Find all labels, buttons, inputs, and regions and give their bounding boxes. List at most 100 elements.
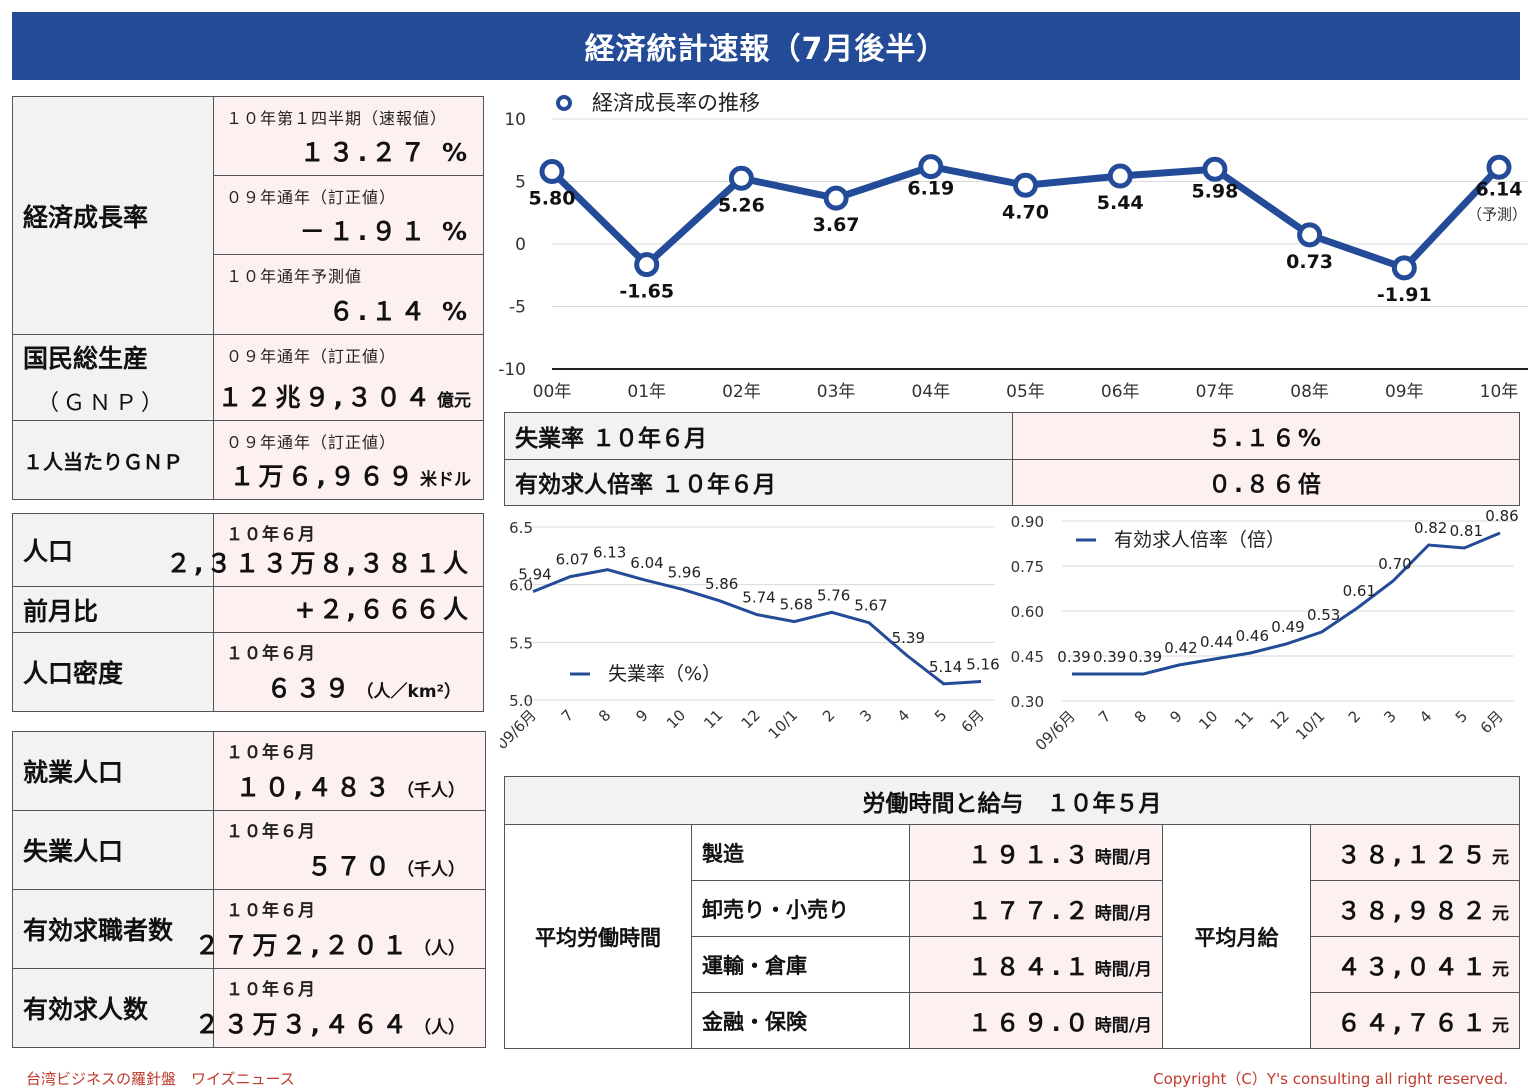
unemployed-cell: １０年６月 ５７０ （千人）: [213, 810, 486, 890]
labor-market-table: 失業率 １０年６月 ５.１６% 有効求人倍率 １０年６月 ０.８６倍: [504, 412, 1520, 506]
growth-data-point: [1486, 154, 1512, 180]
population-cell: １０年６月 ２,３１３万８,３８１人: [166, 513, 484, 587]
gdp-table: 経済成長率 １０年第１四半期（速報値） １３.２７ % ０９年通年（訂正値） －…: [12, 96, 484, 500]
legend-label: 有効求人倍率（倍）: [1114, 529, 1285, 551]
growth-data-point: [1202, 156, 1228, 182]
pay-value: ３８,１２５ 元: [1310, 824, 1520, 881]
gnp-per-label: １人当たりＧＮＰ: [12, 420, 214, 500]
data-label: 5.16: [966, 656, 999, 674]
hours-value: １８４.１ 時間/月: [909, 936, 1163, 993]
population-sub: １０年６月: [226, 525, 316, 545]
x-tick-label: 09/6月: [1032, 707, 1079, 754]
x-tick-label: 2: [1345, 707, 1364, 726]
y-tick-label: 0.30: [1011, 693, 1044, 711]
footer-copyright: Copyright（C）Y's consulting all right res…: [1153, 1070, 1508, 1088]
x-tick-label: 2: [819, 706, 838, 725]
x-tick-label: 10: [663, 706, 689, 732]
x-tick-label: 12: [1267, 707, 1293, 733]
x-tick-label: 07年: [1196, 382, 1235, 402]
growth-data-label: 5.26: [718, 194, 765, 216]
hours-value: １７７.２ 時間/月: [909, 880, 1163, 937]
industry-label: 卸売り・小売り: [691, 880, 910, 937]
forecast-annotation: （予測）: [1467, 205, 1527, 223]
gdp-forecast-sub: １０年通年予測値: [226, 267, 363, 286]
data-label: 0.39: [1129, 648, 1162, 666]
x-tick-label: 10: [1195, 707, 1221, 733]
density-unit: （人／km²）: [356, 682, 461, 702]
series-line: [532, 568, 982, 686]
x-tick-label: 03年: [817, 382, 856, 402]
x-tick-label: 09年: [1385, 382, 1424, 402]
y-tick-label: 0: [515, 235, 526, 255]
mom-label: 前月比: [12, 586, 214, 633]
x-tick-label: 06年: [1101, 382, 1140, 402]
gnp-value: １２兆９,３０４: [217, 383, 434, 412]
growth-data-label: 5.98: [1191, 180, 1238, 202]
gnp-label: 国民総生産: [23, 343, 149, 373]
growth-data-point: [1297, 222, 1323, 248]
footer-left: 台湾ビジネスの羅針盤 ワイズニュース: [26, 1070, 295, 1088]
gnp-label-cell: 国民総生産 （ＧＮＰ）: [12, 334, 214, 421]
x-tick-label: 08年: [1290, 382, 1329, 402]
x-tick-label: 10/1: [765, 706, 802, 743]
labor-title: 労働時間と給与 １０年５月: [504, 776, 1520, 825]
y-tick-label: -5: [509, 298, 526, 318]
data-label: 0.81: [1450, 522, 1483, 540]
x-tick-label: 4: [1416, 707, 1435, 726]
gdp-forecast-value: ６.１４ %: [328, 297, 471, 326]
x-tick-label: 3: [1380, 707, 1399, 726]
y-tick-label: -10: [498, 360, 526, 380]
data-label: 6.07: [556, 551, 589, 569]
density-sub: １０年６月: [226, 644, 316, 664]
x-tick-label: 6月: [1477, 707, 1507, 737]
mom-value: +２,６６６人: [294, 595, 471, 624]
growth-data-point: [539, 159, 565, 184]
growth-data-point: [634, 252, 660, 278]
hours-value: １９１.３ 時間/月: [909, 824, 1163, 881]
x-tick-label: 12: [738, 706, 764, 732]
x-tick-label: 5: [931, 706, 950, 725]
gdp-label: 経済成長率: [12, 96, 214, 335]
gnp-per-unit: 米ドル: [420, 470, 471, 490]
data-label: 0.42: [1164, 639, 1197, 657]
gdp-q1-sub: １０年第１四半期（速報値）: [226, 109, 448, 128]
x-tick-label: 02年: [722, 382, 761, 402]
growth-data-point: [918, 154, 944, 180]
employed-value: １０,４８３: [235, 773, 394, 802]
pay-value: ３８,９８２ 元: [1310, 880, 1520, 937]
y-tick-label: 6.0: [509, 577, 533, 595]
data-label: 5.67: [854, 597, 887, 615]
data-label: 0.46: [1236, 627, 1269, 645]
x-tick-label: 00年: [533, 382, 572, 402]
job-seekers-unit: （人）: [414, 939, 465, 959]
y-tick-label: 10: [504, 110, 526, 130]
gnp-per-sub: ０９年通年（訂正値）: [226, 433, 397, 452]
gdp-09-value: －１.９１ %: [299, 217, 471, 246]
x-tick-label: 3: [856, 706, 875, 725]
y-tick-label: 5.0: [509, 692, 533, 710]
gdp-forecast-cell: １０年通年予測値 ６.１４ %: [213, 254, 484, 335]
job-openings-label: 有効求人数: [12, 968, 214, 1048]
growth-data-point: [1013, 172, 1038, 198]
x-tick-label: 11: [700, 706, 726, 732]
pay-value: ６４,７６１ 元: [1310, 992, 1520, 1049]
growth-data-label: 6.14: [1476, 178, 1523, 200]
growth-data-point: [823, 185, 849, 211]
growth-chart: 10 5 0 -5 -10 00年 01年 02年 03年 04年 05年 06年 07年 08年 09年 1…: [498, 91, 1528, 402]
population-table: 人口 １０年６月 ２,３１３万８,３８１人 前月比 +２,６６６人 人口密度 １…: [12, 513, 484, 712]
data-label: 5.39: [892, 629, 925, 647]
x-tick-label: 7: [1095, 707, 1114, 726]
job-seekers-sub: １０年６月: [226, 901, 316, 921]
hours-label: 平均労働時間: [504, 824, 692, 1049]
x-tick-label: 10/1: [1292, 707, 1329, 744]
x-tick-label: 7: [558, 706, 577, 725]
gdp-09-sub: ０９年通年（訂正値）: [226, 188, 397, 207]
legend-label: 失業率（%）: [608, 663, 721, 685]
data-label: 0.70: [1378, 555, 1411, 573]
gdp-09-cell: ０９年通年（訂正値） －１.９１ %: [213, 175, 484, 255]
data-label: 0.82: [1414, 519, 1447, 537]
employment-table: 就業人口 １０年６月 １０,４８３ （千人） 失業人口 １０年６月 ５７０ （千人）…: [12, 731, 486, 1048]
density-label: 人口密度: [12, 632, 214, 712]
growth-data-point: [1391, 255, 1417, 281]
data-label: 0.61: [1343, 582, 1376, 600]
